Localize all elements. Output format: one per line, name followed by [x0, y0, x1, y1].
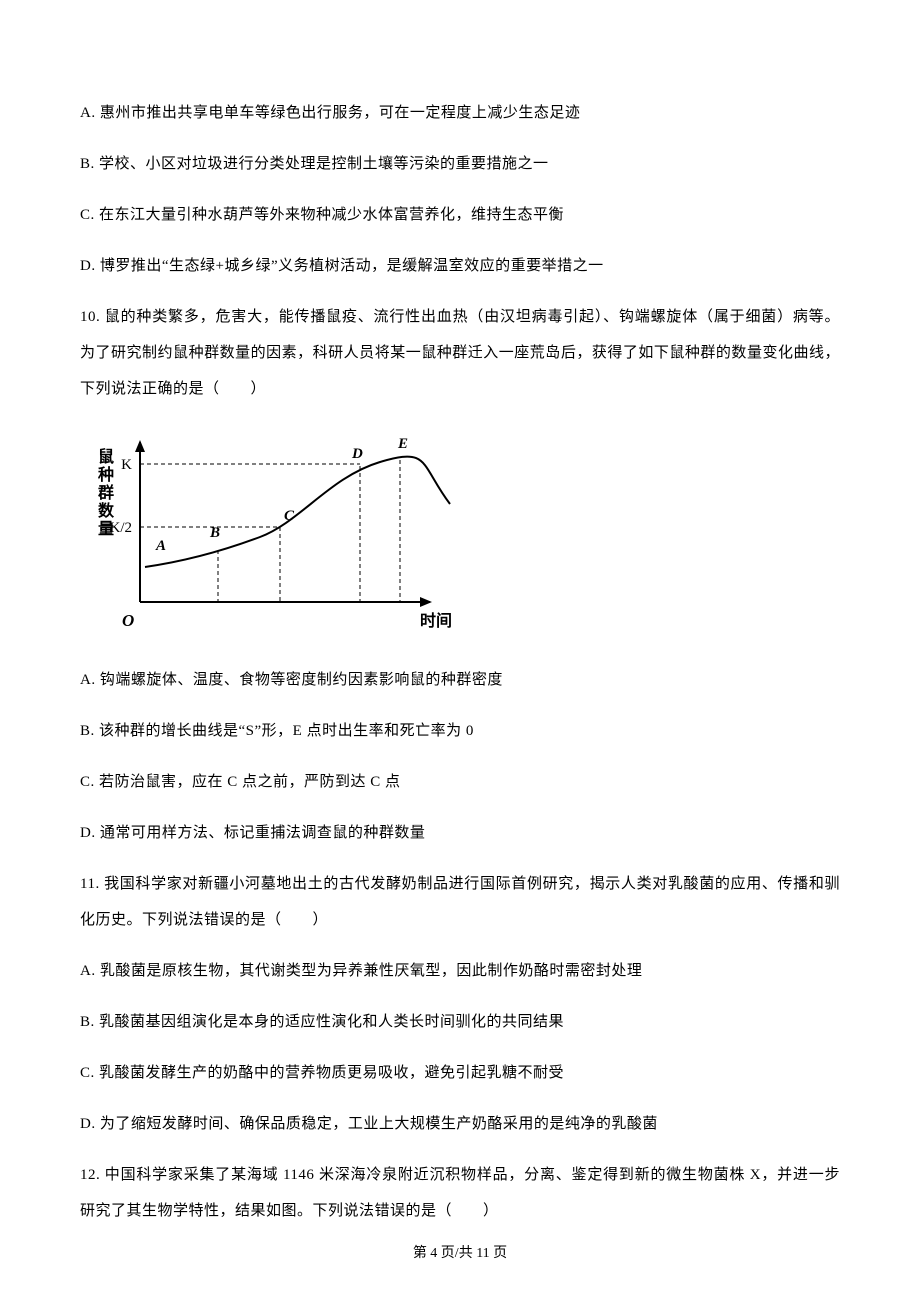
opt-b-prev: B. 学校、小区对垃圾进行分类处理是控制土壤等污染的重要措施之一 — [80, 146, 840, 182]
q11-opt-a: A. 乳酸菌是原核生物，其代谢类型为异养兼性厌氧型，因此制作奶酪时需密封处理 — [80, 953, 840, 989]
q10-chart: O鼠种群数量时间KK/2ABCDE — [80, 422, 840, 647]
q10-opt-a: A. 钩端螺旋体、温度、食物等密度制约因素影响鼠的种群密度 — [80, 662, 840, 698]
q10-opt-c: C. 若防治鼠害，应在 C 点之前，严防到达 C 点 — [80, 764, 840, 800]
opt-d-prev: D. 博罗推出“生态绿+城乡绿”义务植树活动，是缓解温室效应的重要举措之一 — [80, 248, 840, 284]
svg-text:K/2: K/2 — [110, 520, 133, 536]
svg-text:A: A — [155, 538, 166, 554]
q11-opt-c: C. 乳酸菌发酵生产的奶酪中的营养物质更易吸收，避免引起乳糖不耐受 — [80, 1055, 840, 1091]
q10-opt-d: D. 通常可用样方法、标记重捕法调查鼠的种群数量 — [80, 815, 840, 851]
q11-stem: 11. 我国科学家对新疆小河墓地出土的古代发酵奶制品进行国际首例研究，揭示人类对… — [80, 866, 840, 938]
q11-opt-d: D. 为了缩短发酵时间、确保品质稳定，工业上大规模生产奶酪采用的是纯净的乳酸菌 — [80, 1106, 840, 1142]
svg-text:D: D — [351, 446, 363, 462]
svg-text:C: C — [284, 508, 295, 524]
svg-text:B: B — [209, 525, 220, 541]
q11-opt-b: B. 乳酸菌基因组演化是本身的适应性演化和人类长时间驯化的共同结果 — [80, 1004, 840, 1040]
opt-a-prev: A. 惠州市推出共享电单车等绿色出行服务，可在一定程度上减少生态足迹 — [80, 95, 840, 131]
page-footer: 第 4 页/共 11 页 — [0, 1242, 920, 1262]
q10-opt-b: B. 该种群的增长曲线是“S”形，E 点时出生率和死亡率为 0 — [80, 713, 840, 749]
opt-c-prev: C. 在东江大量引种水葫芦等外来物种减少水体富营养化，维持生态平衡 — [80, 197, 840, 233]
svg-text:E: E — [397, 436, 408, 452]
q12-stem: 12. 中国科学家采集了某海域 1146 米深海冷泉附近沉积物样品，分离、鉴定得… — [80, 1157, 840, 1229]
svg-text:时间: 时间 — [420, 611, 452, 630]
svg-text:K: K — [121, 457, 132, 473]
svg-text:O: O — [122, 611, 134, 630]
page: A. 惠州市推出共享电单车等绿色出行服务，可在一定程度上减少生态足迹 B. 学校… — [0, 0, 920, 1302]
chart-svg: O鼠种群数量时间KK/2ABCDE — [80, 422, 470, 642]
q10-stem: 10. 鼠的种类繁多，危害大，能传播鼠疫、流行性出血热（由汉坦病毒引起）、钩端螺… — [80, 299, 840, 407]
